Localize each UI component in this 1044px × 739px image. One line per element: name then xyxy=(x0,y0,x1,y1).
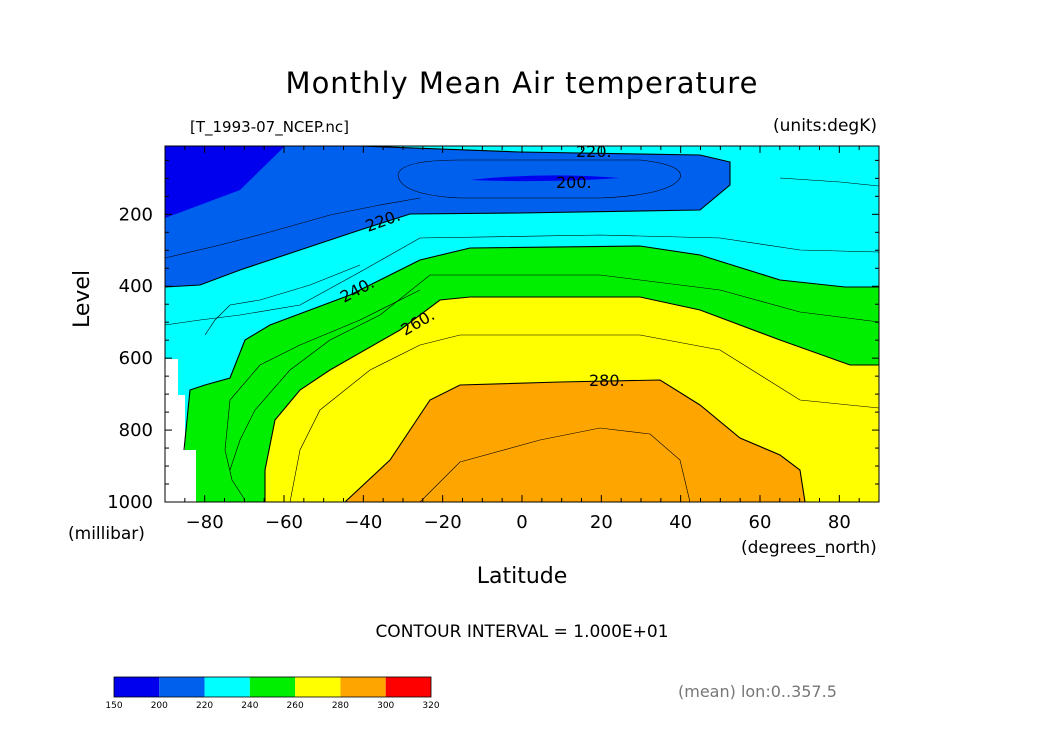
contour-lines xyxy=(164,159,880,503)
y-tick-label: 200 xyxy=(119,204,153,225)
contour-line xyxy=(164,234,880,326)
contour-label: 220. xyxy=(576,142,612,161)
colorbar-tick-label: 240 xyxy=(241,701,258,711)
colorbar-swatch xyxy=(249,677,296,697)
contour-label: 280. xyxy=(589,371,625,390)
colorbar-tick-label: 260 xyxy=(287,701,304,711)
chart-title: Monthly Mean Air temperature xyxy=(285,66,759,100)
missing-data-left xyxy=(165,359,196,502)
contour-line xyxy=(397,159,681,199)
colorbar-tick-label: 300 xyxy=(377,701,394,711)
colorbar-tick-label: 320 xyxy=(422,701,439,711)
contour-line xyxy=(164,197,421,259)
band-orange xyxy=(345,380,805,502)
colorbar-tick-label: 150 xyxy=(105,701,122,711)
colorbar: 150 200 220 240 260 280 300 320 xyxy=(105,676,440,711)
colorbar-swatch xyxy=(204,677,250,697)
x-tick-label: 20 xyxy=(590,512,613,533)
x-tick-label: 80 xyxy=(828,512,851,533)
contour-line xyxy=(344,379,806,503)
colorbar-frame xyxy=(113,676,432,698)
x-tick-label: −40 xyxy=(344,512,382,533)
y-tick-label: 800 xyxy=(119,420,153,441)
x-axis-units: (degrees_north) xyxy=(741,538,877,558)
contour-label: 200. xyxy=(556,173,592,192)
colorbar-swatch xyxy=(385,677,431,697)
contour-line xyxy=(419,427,691,503)
contour-line xyxy=(229,274,880,471)
contour-line xyxy=(204,264,361,336)
units-label: (units:degK) xyxy=(773,116,877,136)
colorbar-swatch xyxy=(295,677,341,697)
contour-line xyxy=(224,289,421,501)
contour-line xyxy=(264,296,879,502)
x-tick-label: 60 xyxy=(749,512,772,533)
colorbar-swatch xyxy=(340,677,386,697)
x-tick-label: 0 xyxy=(516,512,527,533)
contour-interval-label: CONTOUR INTERVAL = 1.000E+01 xyxy=(375,622,669,642)
colorbar-tick-label: 280 xyxy=(332,701,349,711)
x-tick-label: −20 xyxy=(424,512,462,533)
y-tick-label: 400 xyxy=(119,276,153,297)
colorbar-tick-label: 220 xyxy=(196,701,213,711)
contour-line xyxy=(289,334,880,503)
band-deep-blue-corner xyxy=(165,146,285,218)
x-axis-title: Latitude xyxy=(476,564,568,589)
contour-line xyxy=(779,177,880,187)
x-tick-label: 40 xyxy=(669,512,692,533)
y-axis-units: (millibar) xyxy=(68,524,145,544)
averaging-note: (mean) lon:0..357.5 xyxy=(678,682,837,701)
band-deep-blue-core xyxy=(470,175,620,182)
x-tick-label: −80 xyxy=(186,512,224,533)
band-blue-upper xyxy=(165,146,730,287)
colorbar-swatch xyxy=(114,677,160,697)
y-tick-label: 600 xyxy=(119,348,153,369)
axes: −80 −60 −40 −20 0 20 40 60 80 200 400 600 800 1000 xyxy=(107,146,880,533)
plot-area xyxy=(164,145,880,503)
contour-line xyxy=(183,245,879,451)
major-contour-lines xyxy=(164,145,879,503)
colorbar-tick-label: 200 xyxy=(151,701,168,711)
y-tick-label: 1000 xyxy=(107,492,153,513)
colorbar-swatch xyxy=(159,677,205,697)
x-tick-label: −60 xyxy=(265,512,303,533)
source-file-label: [T_1993-07_NCEP.nc] xyxy=(190,118,349,136)
contour-line xyxy=(164,145,731,288)
